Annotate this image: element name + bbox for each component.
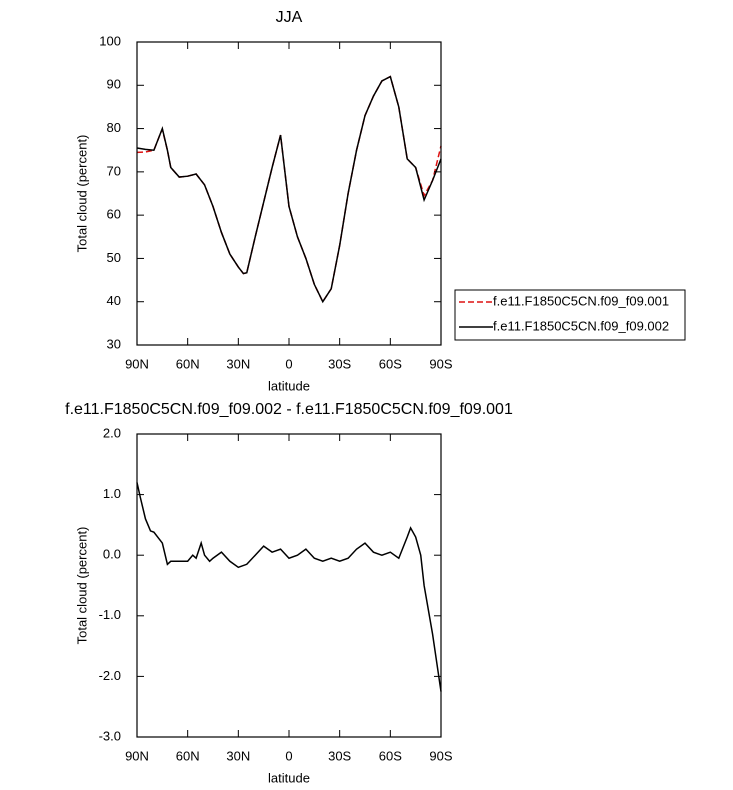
y-tick-label: 50 [107,250,121,265]
y-tick-label: 60 [107,207,121,222]
x-tick-label: 30N [226,356,250,371]
x-axis-label: latitude [268,378,310,393]
plot-frame [136,41,442,346]
y-tick-label: 70 [107,163,121,178]
y-tick-label: -1.0 [99,607,121,622]
legend-label: f.e11.F1850C5CN.f09_f09.002 [493,318,669,333]
y-tick-label: 0.0 [103,547,121,562]
chart-title: JJA [276,9,303,26]
y-axis-label: Total cloud (percent) [74,135,89,253]
y-axis-label: Total cloud (percent) [74,527,89,645]
y-tick-label: 1.0 [103,486,121,501]
x-tick-label: 60N [176,356,200,371]
chart-title: f.e11.F1850C5CN.f09_f09.002 - f.e11.F185… [65,401,513,418]
y-tick-label: 30 [107,336,121,351]
y-tick-label: 80 [107,120,121,135]
x-tick-label: 0 [285,748,292,763]
x-tick-label: 30N [226,748,250,763]
y-tick-label: -3.0 [99,728,121,743]
x-tick-label: 90S [429,748,452,763]
y-tick-label: 40 [107,293,121,308]
legend-box [454,289,686,341]
y-tick-label: 90 [107,77,121,92]
x-axis-label: latitude [268,770,310,785]
x-tick-label: 0 [285,356,292,371]
x-tick-label: 90N [125,356,149,371]
x-tick-label: 90N [125,748,149,763]
x-tick-label: 60N [176,748,200,763]
y-tick-label: -2.0 [99,668,121,683]
y-tick-label: 100 [99,33,121,48]
x-tick-label: 60S [379,356,402,371]
data-line [136,75,442,304]
data-line [136,75,442,304]
legend-label: f.e11.F1850C5CN.f09_f09.001 [493,293,669,308]
data-line [136,482,442,692]
x-tick-label: 30S [328,356,351,371]
y-tick-label: 2.0 [103,425,121,440]
x-tick-label: 60S [379,748,402,763]
x-tick-label: 90S [429,356,452,371]
x-tick-label: 30S [328,748,351,763]
plot-frame [136,433,442,738]
